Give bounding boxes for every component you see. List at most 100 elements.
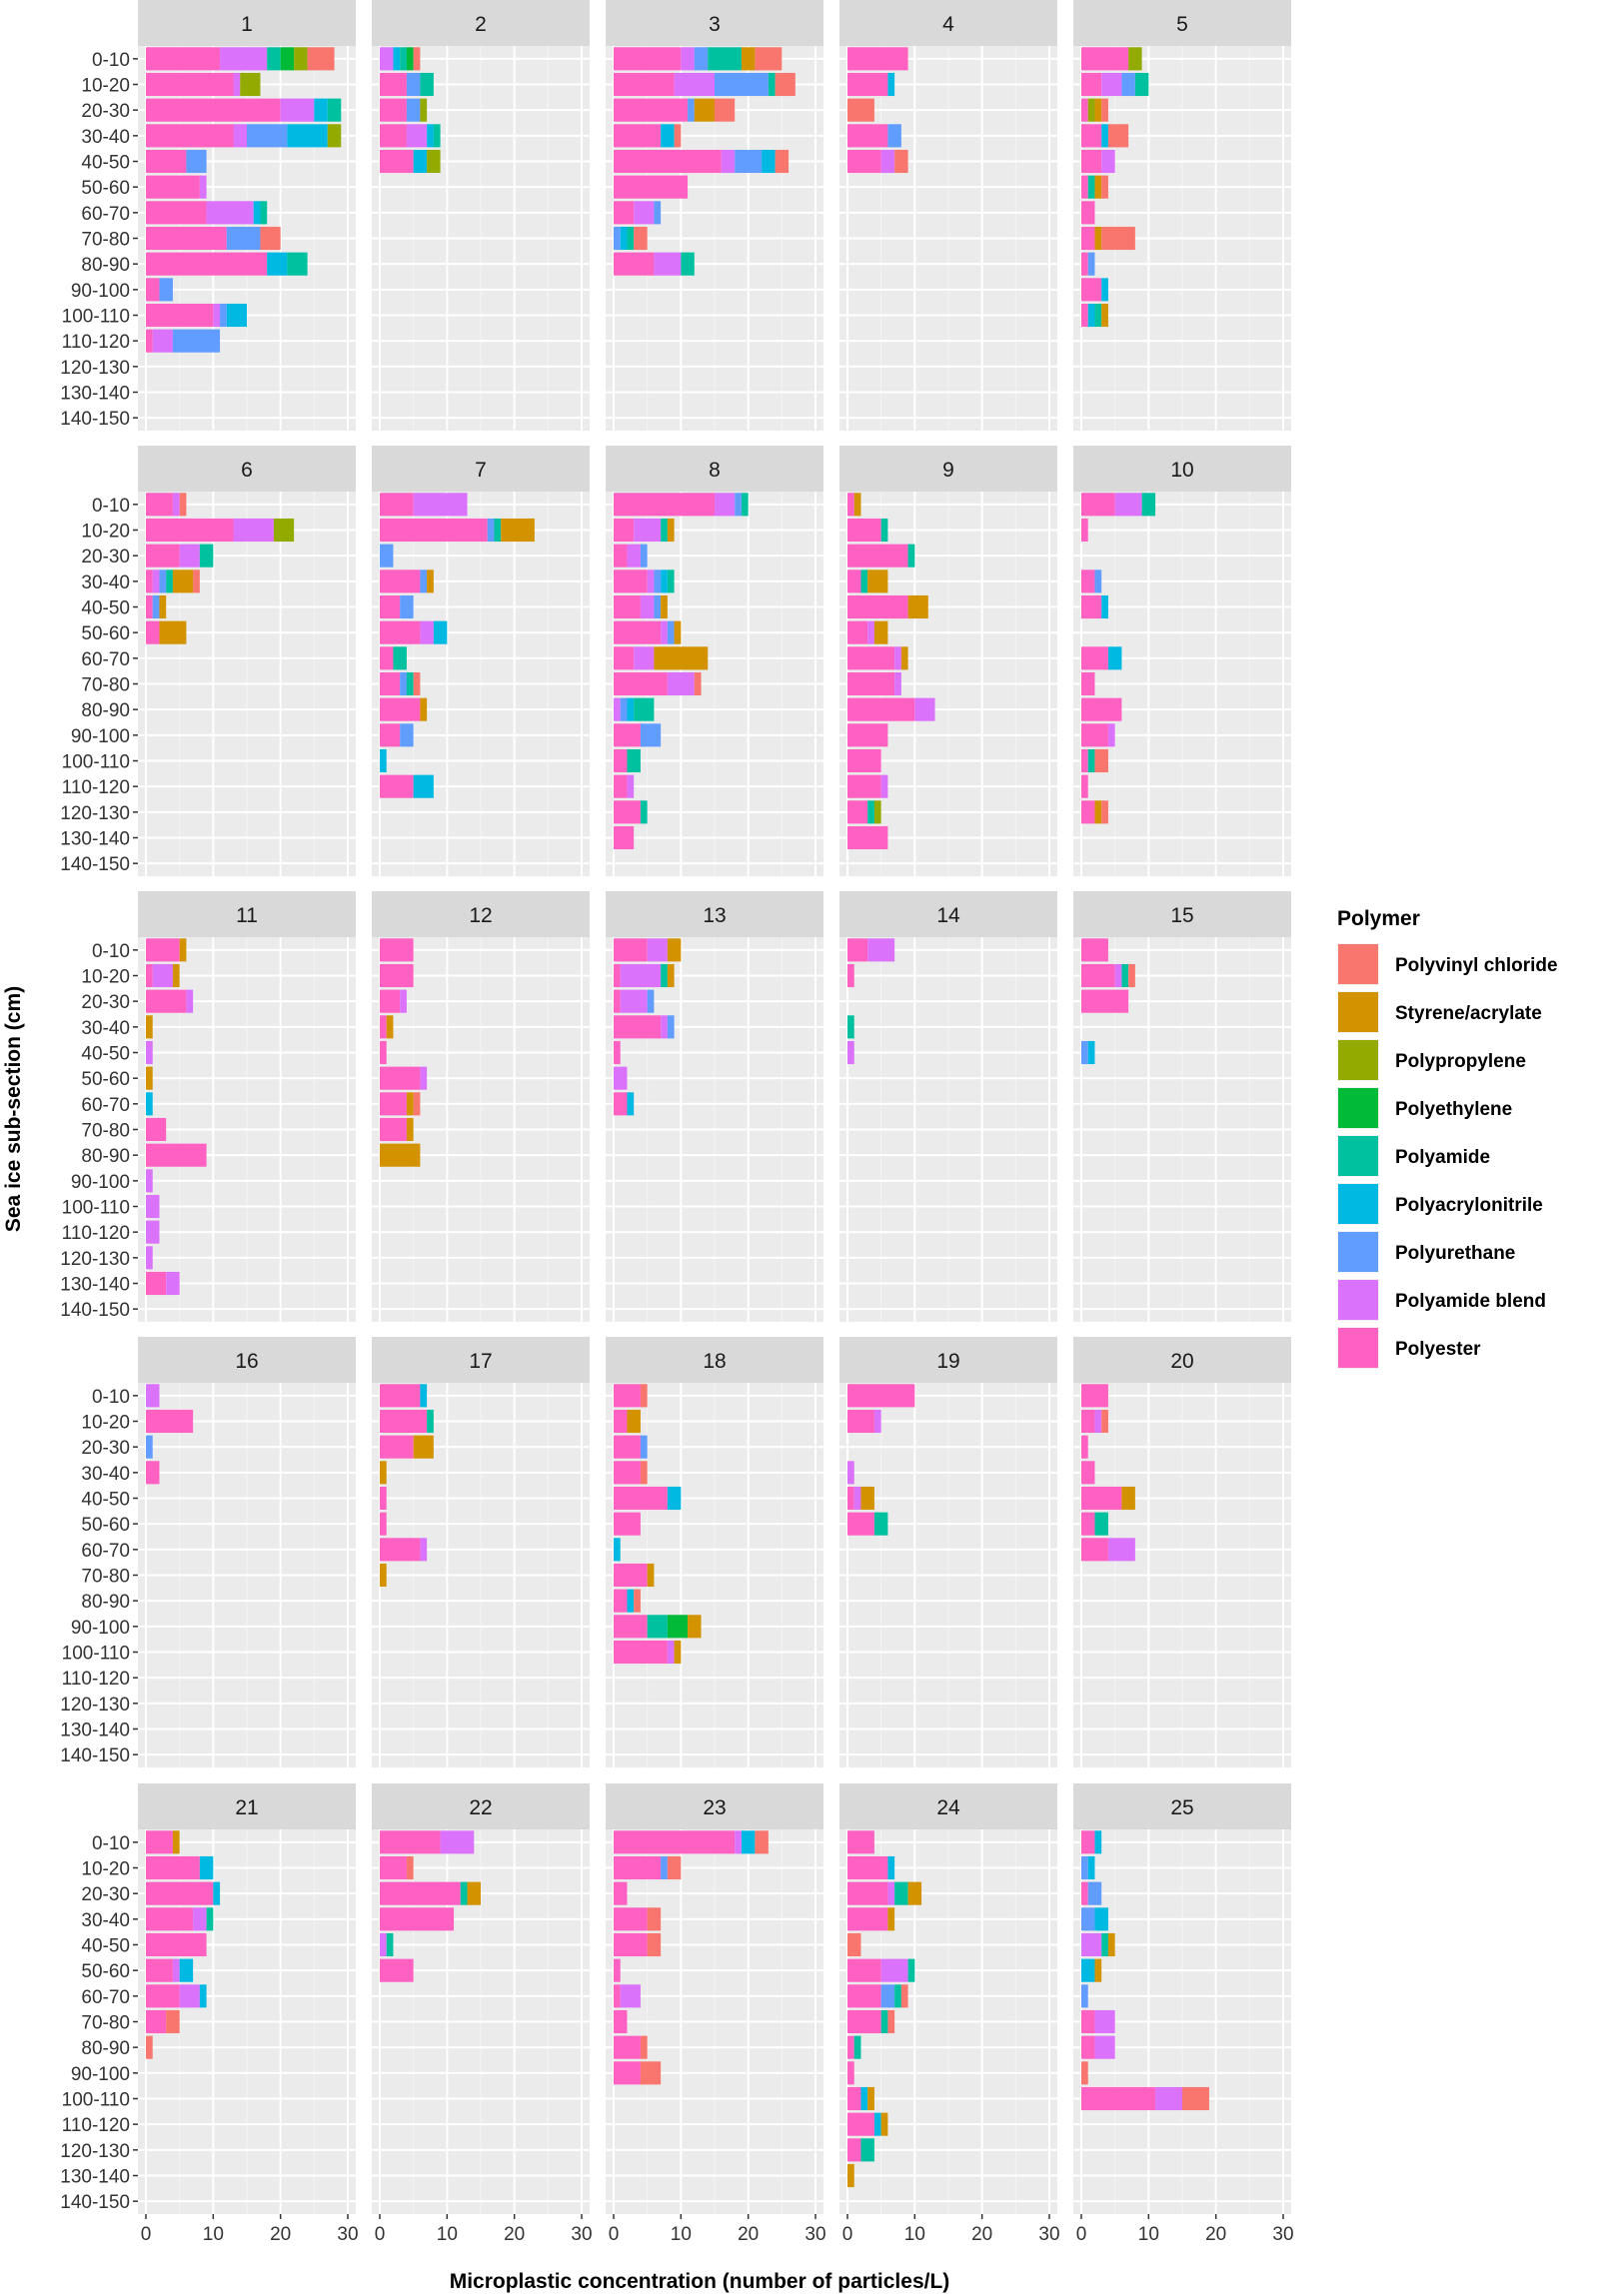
x-tick-label: 10 bbox=[203, 2224, 224, 2245]
facet-strip bbox=[372, 891, 590, 937]
bar-segment bbox=[1094, 175, 1102, 199]
facet-panel-25: 25 0 10 20 30 bbox=[1073, 1783, 1294, 2245]
bar-segment bbox=[674, 620, 682, 644]
bar-segment bbox=[267, 47, 281, 71]
legend-label: Polyamide blend bbox=[1395, 1291, 1546, 1312]
bar-segment bbox=[1101, 278, 1108, 302]
bar-segment bbox=[847, 1830, 874, 1854]
legend-label: Polyacrylonitrile bbox=[1395, 1195, 1543, 1216]
bar-segment bbox=[146, 1040, 153, 1065]
facet-strip bbox=[138, 0, 356, 46]
y-tick-label: 50-60 bbox=[81, 1069, 130, 1090]
bar-segment bbox=[640, 1384, 648, 1408]
bar-segment bbox=[1094, 1512, 1108, 1536]
bar-segment bbox=[380, 1066, 421, 1090]
bar-segment bbox=[647, 1563, 655, 1588]
bar-segment bbox=[627, 748, 641, 773]
bar-segment bbox=[380, 1117, 407, 1142]
bar-segment bbox=[847, 748, 881, 773]
x-tick-label: 20 bbox=[971, 2224, 992, 2245]
x-tick-label: 0 bbox=[141, 2224, 152, 2245]
bar-segment bbox=[380, 646, 394, 670]
bar-segment bbox=[614, 620, 662, 644]
bar-segment bbox=[907, 1881, 922, 1905]
legend-item: Polyamide bbox=[1337, 1135, 1490, 1177]
bar-segment bbox=[172, 963, 180, 988]
bar-segment bbox=[667, 620, 675, 644]
bar-segment bbox=[1101, 124, 1108, 148]
facet-panel-7: 7 bbox=[372, 446, 590, 876]
y-tick-label: 10-20 bbox=[81, 967, 130, 988]
x-tick-label: 0 bbox=[375, 2224, 386, 2245]
bar-segment bbox=[146, 2035, 153, 2059]
y-tick-label: 20-30 bbox=[81, 1438, 130, 1459]
bar-segment bbox=[847, 124, 888, 148]
y-tick-label: 30-40 bbox=[81, 127, 130, 148]
bar-segment bbox=[894, 1984, 901, 2008]
bar-segment bbox=[847, 2112, 874, 2136]
bar-segment bbox=[413, 149, 428, 174]
bar-segment bbox=[413, 493, 468, 517]
bar-segment bbox=[614, 252, 655, 276]
bar-segment bbox=[847, 2061, 854, 2085]
bar-segment bbox=[667, 1855, 682, 1880]
bar-segment bbox=[380, 1384, 421, 1408]
bar-segment bbox=[1081, 518, 1088, 543]
bar-segment bbox=[775, 72, 796, 97]
bar-segment bbox=[433, 620, 448, 644]
y-tick-label: 30-40 bbox=[81, 1464, 130, 1485]
bar-segment bbox=[654, 594, 662, 619]
bar-segment bbox=[206, 1907, 214, 1931]
y-tick-label: 130-140 bbox=[60, 1721, 130, 1741]
bar-segment bbox=[146, 1220, 160, 1244]
bar-segment bbox=[647, 570, 655, 593]
bar-segment bbox=[614, 1615, 648, 1639]
bar-segment bbox=[694, 98, 715, 122]
bar-segment bbox=[146, 1066, 153, 1090]
facet-strip-label: 3 bbox=[709, 13, 721, 36]
bar-segment bbox=[1114, 493, 1142, 517]
bar-segment bbox=[620, 989, 648, 1013]
bar-segment bbox=[233, 124, 247, 148]
x-tick-label: 30 bbox=[1272, 2224, 1293, 2245]
bar-segment bbox=[166, 1271, 180, 1296]
panels-layer: 1 0-10 10-20 20-30 30-40 40-50 50-60 60-70 70-80… bbox=[60, 0, 1294, 2245]
facet-strip-label: 25 bbox=[1170, 1796, 1193, 1819]
y-tick-label: 70-80 bbox=[81, 1121, 130, 1142]
bar-segment bbox=[393, 47, 401, 71]
bar-segment bbox=[654, 646, 709, 670]
bar-segment bbox=[667, 671, 695, 696]
facet-strip-label: 2 bbox=[475, 13, 487, 36]
bar-segment bbox=[762, 149, 776, 174]
bar-segment bbox=[380, 1538, 421, 1562]
legend-label: Polyvinyl chloride bbox=[1395, 955, 1558, 976]
y-tick-label: 10-20 bbox=[81, 76, 130, 97]
y-tick-label: 60-70 bbox=[81, 1541, 130, 1562]
bar-segment bbox=[1101, 800, 1108, 824]
y-tick-label: 20-30 bbox=[81, 547, 130, 568]
bar-segment bbox=[1081, 748, 1088, 773]
bar-segment bbox=[847, 2163, 854, 2188]
bar-segment bbox=[873, 620, 888, 644]
bar-segment bbox=[894, 646, 901, 670]
bar-segment bbox=[847, 1015, 854, 1039]
y-tick-label: 30-40 bbox=[81, 573, 130, 593]
bar-segment bbox=[1101, 72, 1122, 97]
bar-segment bbox=[627, 774, 635, 798]
bar-segment bbox=[146, 1907, 194, 1931]
facet-panel-4: 4 bbox=[839, 0, 1057, 431]
bar-segment bbox=[393, 646, 407, 670]
bar-segment bbox=[380, 1881, 461, 1905]
y-tick-label: 120-130 bbox=[60, 358, 130, 379]
bar-segment bbox=[1081, 1984, 1088, 2008]
bar-segment bbox=[146, 1271, 167, 1296]
bar-segment bbox=[146, 72, 234, 97]
y-tick-label: 110-120 bbox=[62, 1223, 130, 1244]
y-tick-label: 100-110 bbox=[62, 752, 130, 773]
legend-item: Polyester bbox=[1337, 1327, 1481, 1369]
bar-segment bbox=[860, 2138, 874, 2162]
bar-segment bbox=[1081, 774, 1088, 798]
bar-segment bbox=[640, 544, 648, 568]
bar-segment bbox=[1081, 47, 1129, 71]
